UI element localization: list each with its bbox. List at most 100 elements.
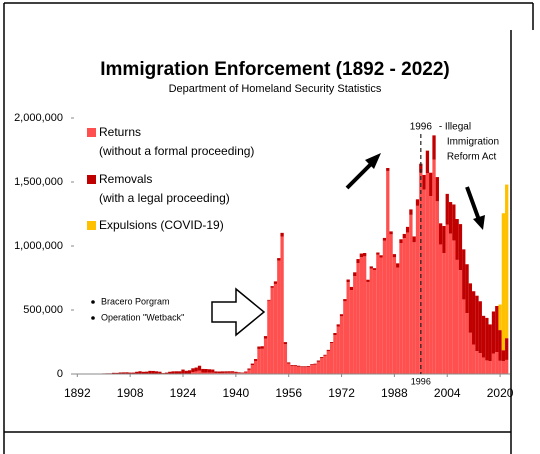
bar (346, 279, 350, 283)
bar (277, 258, 281, 261)
bar (263, 338, 268, 374)
bar (306, 366, 311, 368)
bar (405, 226, 410, 233)
bar (313, 364, 317, 374)
bar (389, 234, 393, 374)
bar (254, 359, 258, 361)
bar (111, 372, 116, 374)
bar (207, 372, 212, 374)
bar (214, 371, 218, 373)
bar (323, 355, 327, 374)
bar (386, 167, 390, 171)
bar (452, 240, 456, 374)
bar (333, 333, 337, 336)
bar (472, 291, 476, 345)
bar (168, 371, 172, 374)
bar (412, 236, 416, 243)
x-tick-label: 2004 (434, 386, 461, 400)
bar (405, 232, 410, 374)
bar (501, 361, 506, 374)
bar (343, 301, 347, 374)
bar (214, 372, 218, 374)
bar (438, 223, 443, 245)
reference-text: Reform Act (447, 152, 497, 163)
bar (178, 371, 182, 374)
bar (359, 257, 364, 374)
bar (174, 371, 179, 374)
bar (356, 259, 360, 264)
bar (121, 372, 126, 374)
bar (240, 372, 245, 374)
bar (505, 184, 509, 339)
arrows (211, 153, 485, 337)
bar (277, 260, 281, 374)
bar (438, 244, 443, 374)
bar (148, 370, 152, 374)
bar (488, 361, 492, 374)
x-tick-label: 1924 (170, 386, 197, 400)
arrow-shaft (465, 186, 481, 221)
frame (3, 2, 534, 454)
bar (158, 371, 162, 374)
legend-swatch (87, 175, 96, 184)
bar (481, 357, 486, 374)
legend-swatch (87, 221, 96, 230)
bar (382, 240, 387, 374)
bar (455, 219, 459, 260)
bar (194, 371, 198, 374)
bar (197, 370, 202, 374)
bar (485, 317, 489, 361)
bar (138, 371, 142, 374)
x-tick-label: 1956 (275, 386, 302, 400)
bar (263, 336, 268, 339)
x-tick-label: 1972 (328, 386, 355, 400)
bar (154, 371, 159, 374)
bar (442, 225, 446, 254)
y-tick-label: 1,500,000 (14, 176, 63, 188)
bar (488, 324, 492, 362)
bar (270, 286, 274, 288)
bar (187, 370, 192, 374)
bar (501, 350, 506, 362)
bar (293, 366, 297, 374)
bar (250, 363, 255, 366)
annotation: Bracero Porgram (101, 296, 170, 306)
bar (184, 370, 188, 374)
bar (372, 268, 377, 270)
bar (356, 263, 360, 374)
bar (396, 267, 400, 374)
bar (273, 281, 278, 284)
bar (425, 173, 430, 374)
bar (336, 324, 340, 327)
bar (171, 371, 175, 374)
bar (478, 353, 482, 374)
bar (323, 354, 327, 356)
bar (419, 163, 423, 173)
bar (287, 363, 291, 374)
bar (247, 369, 251, 374)
bar (320, 357, 324, 359)
x-tick-label: 1908 (117, 386, 144, 400)
bar (465, 313, 469, 374)
bar (343, 299, 347, 302)
bar (280, 232, 284, 237)
bar (399, 239, 403, 244)
bar (472, 344, 476, 374)
bar (217, 371, 221, 373)
bar (227, 371, 231, 373)
legend-note: (without a formal proceeding) (99, 144, 254, 158)
bar (204, 372, 208, 374)
bar (220, 372, 225, 374)
bar (164, 372, 169, 374)
reference-label: 1996 (411, 376, 431, 386)
bar (310, 365, 314, 374)
bar (336, 326, 340, 374)
bar (366, 279, 370, 282)
bar (372, 269, 377, 374)
bar (201, 368, 205, 373)
bar (448, 202, 453, 234)
bar (409, 214, 413, 374)
bar (376, 252, 380, 255)
bar (442, 253, 446, 374)
bar (326, 349, 330, 351)
